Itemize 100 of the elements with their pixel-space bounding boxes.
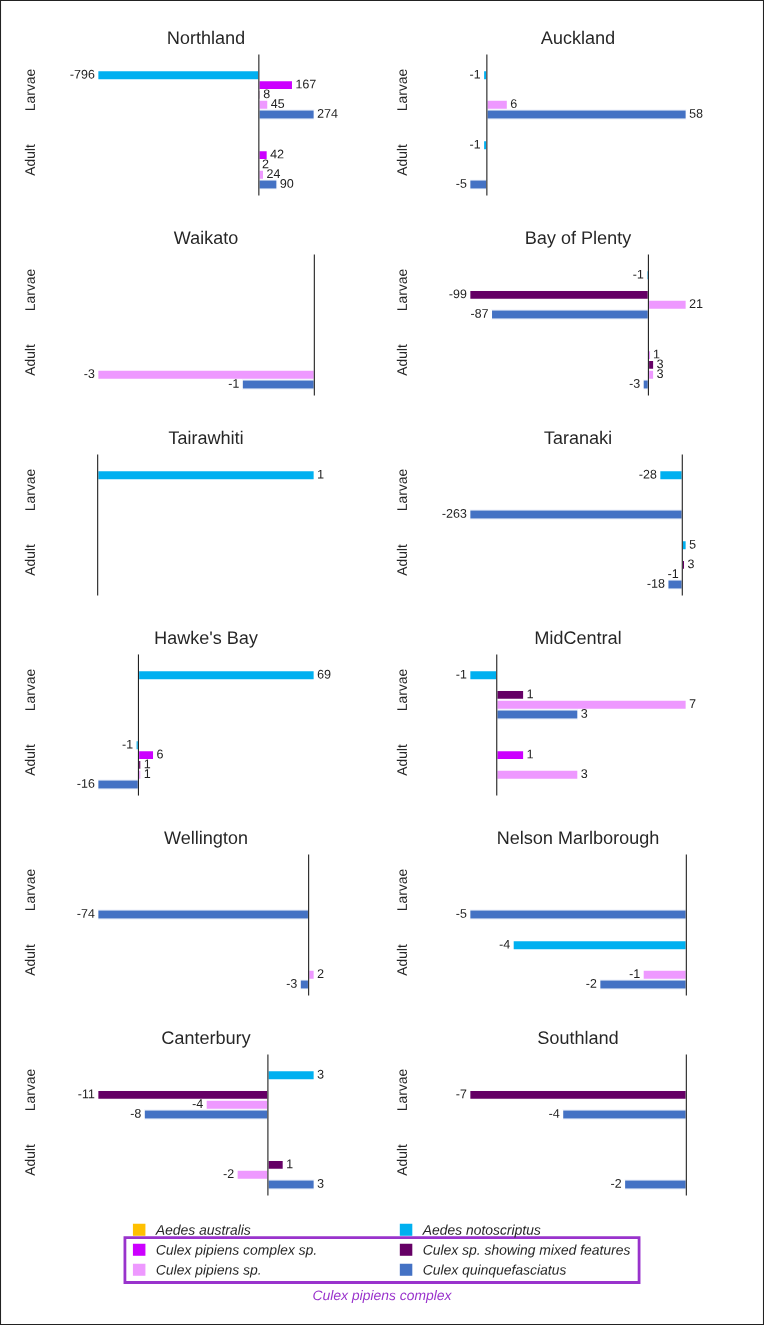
data-label: -5 [456, 179, 467, 188]
data-label: -1 [456, 669, 467, 679]
data-label: 3 [657, 359, 664, 369]
data-label: -2 [611, 1179, 622, 1188]
y-tick-label: Adult [396, 744, 408, 776]
data-label: 1 [527, 689, 533, 699]
y-tick-label: Larvae [25, 869, 36, 911]
y-tick-label: Adult [24, 544, 36, 576]
data-label: 274 [317, 109, 338, 118]
data-label: -2 [223, 1169, 234, 1178]
chart-title: Auckland [540, 30, 614, 45]
data-label: -1 [470, 69, 481, 79]
chart-title: Northland [168, 30, 244, 45]
data-label: 3 [581, 769, 588, 779]
legend-label: Culex pipiens complex sp. [156, 1244, 316, 1258]
data-label: 1 [527, 749, 533, 759]
data-label: 42 [270, 149, 284, 159]
data-label: 1 [287, 1159, 293, 1169]
chart-title: Wellington [164, 830, 247, 848]
y-tick-label: Adult [24, 1144, 36, 1176]
legend-label: Culex pipiens sp. [156, 1264, 260, 1278]
data-label: 3 [687, 559, 694, 569]
data-label: 1 [318, 469, 324, 479]
data-label: -3 [84, 369, 95, 379]
y-tick-label: Adult [24, 144, 36, 176]
data-label: 1 [144, 759, 151, 769]
data-label: -8 [130, 1109, 141, 1118]
data-label: 1 [653, 349, 660, 359]
data-label: -796 [70, 69, 95, 79]
y-tick-label: Larvae [397, 869, 408, 911]
data-label: 7 [689, 699, 696, 708]
chart-title: Nelson Marlborough [498, 830, 659, 848]
y-tick-label: Larvae [25, 269, 36, 311]
y-tick-label: Adult [396, 944, 408, 976]
data-label: -7 [456, 1089, 467, 1099]
data-label: 167 [296, 79, 316, 89]
chart-title: Canterbury [162, 1030, 251, 1048]
data-label: -4 [192, 1099, 203, 1108]
y-tick-label: Adult [396, 144, 408, 176]
y-tick-label: Larvae [397, 1069, 408, 1111]
data-label: 21 [689, 299, 703, 308]
data-label: 3 [317, 1179, 324, 1188]
data-label: -1 [470, 139, 481, 149]
y-tick-label: Adult [24, 344, 36, 376]
y-tick-label: Larvae [397, 69, 408, 111]
legend-label: Culex sp. showing mixed features [423, 1244, 631, 1258]
data-label: 8 [263, 89, 270, 99]
chart-title: Waikato [173, 230, 238, 245]
y-tick-label: Adult [24, 744, 36, 776]
chart-title: Southland [538, 1030, 618, 1045]
data-label: -87 [471, 309, 488, 318]
data-label: -1 [633, 269, 644, 279]
data-label: 3 [317, 1069, 324, 1079]
chart-title: Taranaki [544, 430, 611, 445]
data-label: -4 [549, 1109, 560, 1118]
data-label: -263 [442, 509, 467, 518]
data-label: -2 [586, 979, 597, 988]
data-label: 69 [317, 669, 331, 679]
data-label: 3 [657, 369, 664, 379]
data-label: 6 [510, 99, 517, 109]
y-tick-label: Larvae [397, 269, 408, 311]
data-label: -1 [122, 739, 133, 749]
data-label: 6 [157, 749, 163, 759]
data-label: 58 [689, 109, 703, 118]
chart-title: MidCentral [535, 630, 621, 645]
y-tick-label: Adult [396, 544, 408, 576]
data-label: 3 [581, 709, 588, 718]
data-label: 90 [280, 179, 294, 188]
data-label: -74 [77, 909, 95, 918]
data-label: -1 [228, 379, 239, 388]
legend-label: Aedes notoscriptus [422, 1224, 541, 1238]
data-label: -5 [456, 909, 467, 918]
y-tick-label: Adult [396, 344, 408, 376]
data-label: -11 [78, 1089, 95, 1099]
data-label: -18 [647, 579, 665, 588]
data-label: 1 [144, 769, 151, 778]
chart-title: Hawke's Bay [155, 630, 258, 648]
data-label: 2 [262, 159, 269, 169]
data-label: -16 [77, 779, 95, 788]
y-tick-label: Larvae [25, 469, 36, 511]
y-tick-label: Larvae [25, 669, 36, 711]
y-tick-label: Larvae [397, 469, 408, 511]
data-label: -1 [629, 969, 640, 978]
data-label: 45 [271, 99, 285, 109]
y-tick-label: Larvae [397, 669, 408, 711]
y-tick-label: Larvae [25, 1069, 36, 1111]
data-label: -99 [449, 289, 467, 299]
data-label: -1 [668, 569, 679, 578]
text: Culex pipiens complex [313, 1290, 452, 1303]
data-label: 24 [267, 169, 281, 178]
chart-title: Bay of Plenty [526, 230, 632, 248]
data-label: -3 [629, 379, 640, 388]
legend-label: Culex quinquefasciatus [423, 1264, 567, 1278]
data-label: 2 [317, 969, 324, 978]
y-tick-label: Larvae [25, 69, 36, 111]
y-tick-label: Adult [396, 1144, 408, 1176]
data-label: -28 [639, 469, 657, 479]
data-label: 5 [689, 539, 696, 549]
y-tick-label: Adult [24, 944, 36, 976]
legend-label: Aedes australis [155, 1224, 251, 1235]
